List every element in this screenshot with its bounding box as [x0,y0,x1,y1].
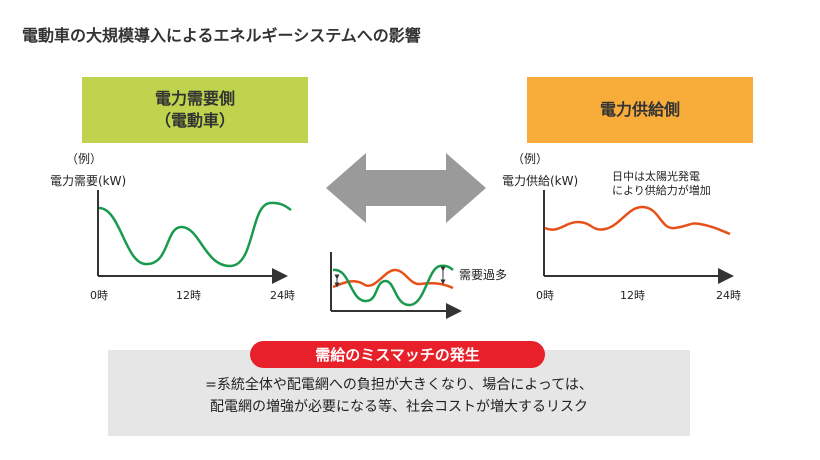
mismatch-supply-curve [332,268,454,290]
supply-note-line1: 日中は太陽光発電 [612,170,700,183]
page-title: 電動車の大規模導入によるエネルギーシステムへの影響 [22,26,421,45]
demand-chart [97,190,292,284]
mismatch-badge: 需給のミスマッチの発生 [250,341,545,368]
demand-side-sublabel: （電動車） [154,111,235,130]
supply-note: 日中は太陽光発電 により供給力が増加 [612,170,711,198]
demand-side-box: 電力需要側 （電動車） [82,77,308,143]
supply-side-box: 電力供給側 [527,77,753,143]
mismatch-chart [330,252,462,319]
supply-example-label: （例） [512,152,549,166]
supply-tick-24: 24時 [716,289,741,302]
mismatch-text-line2: 配電網の増強が必要になる等、社会コストが増大するリスク [210,399,588,415]
demand-side-label: 電力需要側 [154,89,235,108]
demand-example-label: （例） [66,152,103,166]
supply-tick-12: 12時 [620,289,645,302]
supply-note-line2: により供給力が増加 [612,184,711,197]
demand-tick-24: 24時 [270,289,295,302]
supply-side-label: 電力供給側 [599,100,680,119]
supply-chart [543,190,734,284]
supply-tick-0: 0時 [536,289,554,302]
demand-curve [98,201,292,268]
demand-tick-0: 0時 [90,289,108,302]
demand-ylabel: 電力需要(kW) [50,174,127,188]
mismatch-text-line1: =系統全体や配電網への負担が大きくなり、場合によっては、 [205,377,593,393]
supply-curve [544,205,731,236]
demand-tick-12: 12時 [176,289,201,302]
overdemand-label: 需要過多 [459,268,508,282]
double-arrow-icon [326,153,486,223]
mismatch-demand-curve [332,264,454,307]
supply-ylabel: 電力供給(kW) [502,174,579,188]
